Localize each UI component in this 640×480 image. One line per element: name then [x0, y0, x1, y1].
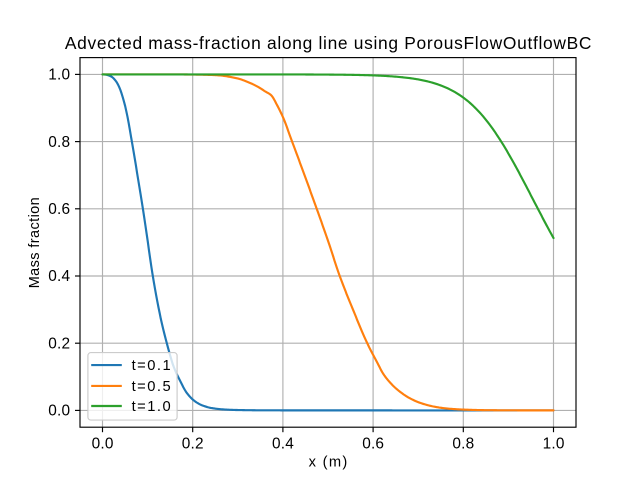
- svg-text:0.2: 0.2: [182, 435, 204, 452]
- svg-text:Advected mass-fraction along l: Advected mass-fraction along line using …: [65, 33, 592, 53]
- svg-text:0.2: 0.2: [48, 335, 70, 352]
- svg-text:0.6: 0.6: [48, 201, 70, 218]
- svg-text:0.0: 0.0: [92, 435, 114, 452]
- svg-text:0.6: 0.6: [362, 435, 384, 452]
- svg-text:0.8: 0.8: [48, 134, 70, 151]
- svg-text:0.4: 0.4: [272, 435, 294, 452]
- svg-text:t=0.5: t=0.5: [132, 379, 173, 395]
- svg-text:0.0: 0.0: [48, 403, 70, 420]
- svg-text:1.0: 1.0: [48, 67, 70, 84]
- svg-text:x (m): x (m): [309, 454, 349, 470]
- svg-text:1.0: 1.0: [543, 435, 565, 452]
- svg-text:t=1.0: t=1.0: [132, 399, 173, 415]
- svg-text:t=0.1: t=0.1: [132, 358, 173, 374]
- svg-text:0.8: 0.8: [452, 435, 474, 452]
- svg-text:0.4: 0.4: [48, 268, 70, 285]
- svg-text:Mass fraction: Mass fraction: [27, 197, 43, 288]
